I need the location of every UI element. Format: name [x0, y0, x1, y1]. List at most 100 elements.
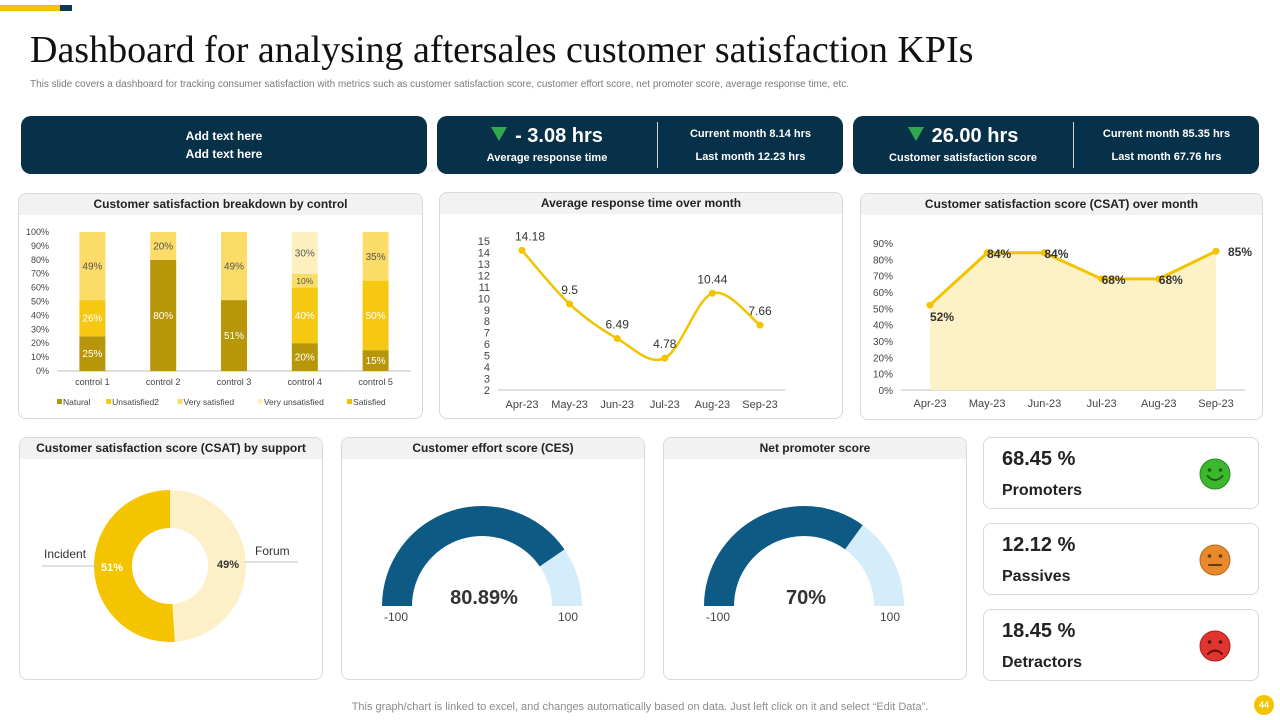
bar-data-label: 20%	[153, 241, 173, 252]
y-tick-label: 3	[484, 374, 490, 386]
bar-segment	[291, 232, 318, 274]
kpi-csat[interactable]: 26.00 hrs Customer satisfaction score Cu…	[853, 116, 1259, 174]
bar-data-label: 80%	[153, 311, 173, 322]
x-tick-label: control 2	[146, 377, 181, 387]
promoters-card[interactable]: 68.45 % Promoters	[983, 437, 1259, 509]
data-label: 6.49	[606, 318, 630, 332]
y-tick-label: 100%	[26, 227, 49, 237]
bar-segment	[79, 300, 106, 337]
page-title: Dashboard for analysing aftersales custo…	[30, 29, 974, 71]
ces-title: Customer effort score (CES)	[342, 438, 644, 459]
gauge-value-label: 70%	[786, 587, 826, 609]
data-label: 68%	[1159, 273, 1183, 287]
x-tick-label: control 1	[75, 377, 110, 387]
y-tick-label: 20%	[31, 338, 49, 348]
data-point	[566, 300, 574, 308]
csat-month-chart-title: Customer satisfaction score (CSAT) over …	[861, 194, 1262, 215]
x-tick-label: Sep-23	[1198, 398, 1233, 410]
accent-bar	[0, 5, 60, 11]
gauge-value-arc	[382, 506, 565, 606]
breakdown-chart-title: Customer satisfaction breakdown by contr…	[19, 194, 422, 215]
x-tick-label: Aug-23	[695, 399, 730, 411]
gauge-min-label: -100	[384, 610, 408, 624]
kpi-csat-current: Current month 85.35 hrs	[1102, 128, 1231, 140]
kpi-response-caption: Average response time	[486, 152, 608, 164]
kpi-csat-last: Last month 67.76 hrs	[1111, 151, 1222, 163]
bar-segment	[221, 232, 247, 301]
nps-gauge[interactable]: 70% -100 100	[664, 438, 967, 680]
bar-data-label: 25%	[82, 349, 102, 360]
bar-segment	[79, 232, 106, 301]
kpi-csat-value: 26.00 hrs	[931, 125, 1019, 147]
footer-note: This graph/chart is linked to excel, and…	[351, 701, 929, 713]
detractors-label: Detractors	[1002, 654, 1083, 671]
y-tick-label: 12	[478, 270, 490, 282]
y-tick-label: 40%	[31, 310, 49, 320]
series-line	[928, 249, 1217, 307]
detractors-card[interactable]: 18.45 % Detractors	[983, 609, 1259, 681]
legend-label: Very satisfied	[184, 397, 235, 407]
bar-segment	[150, 259, 177, 371]
down-arrow-icon	[491, 127, 508, 141]
ces-panel[interactable]: Customer effort score (CES) 80.89% -100 10…	[341, 437, 645, 680]
y-tick-label: 50%	[31, 297, 49, 307]
gauge-max-label: 100	[558, 610, 578, 624]
csat-support-donut[interactable]: 49% 51% Forum Incident	[20, 438, 323, 680]
csat-area-chart[interactable]: 0% 10% 20% 30% 40% 50% 60% 70% 80% 90% 52% Apr-23 84…	[861, 194, 1263, 420]
y-tick-label: 40%	[873, 321, 893, 332]
legend-swatch	[106, 399, 112, 404]
y-tick-label: 15	[478, 236, 490, 248]
csat-month-chart-panel[interactable]: Customer satisfaction score (CSAT) over …	[860, 193, 1263, 420]
y-tick-label: 30%	[873, 337, 893, 348]
nps-title: Net promoter score	[664, 438, 966, 459]
kpi-add-text[interactable]: Add text here Add text here	[21, 116, 427, 174]
bar-segment	[150, 232, 177, 260]
data-point	[983, 249, 991, 257]
slice-data-label: 51%	[101, 562, 123, 574]
ces-gauge[interactable]: 80.89% -100 100	[342, 438, 645, 680]
response-chart-title: Average response time over month	[440, 193, 842, 214]
kpi-response-time[interactable]: - 3.08 hrs Average response time Current…	[437, 116, 843, 174]
legend-swatch	[347, 399, 353, 404]
neutral-face-icon	[1199, 544, 1231, 576]
slice-category-label: Incident	[44, 547, 87, 561]
data-point	[756, 321, 764, 329]
data-point	[518, 246, 526, 254]
gauge-min-label: -100	[706, 610, 730, 624]
slice-category-label: Forum	[255, 544, 290, 558]
data-point	[613, 335, 621, 343]
breakdown-chart-panel[interactable]: Customer satisfaction breakdown by contr…	[18, 193, 423, 419]
data-label: 84%	[1044, 247, 1068, 261]
data-label: 52%	[930, 310, 954, 324]
data-point	[661, 354, 669, 362]
data-label: 85%	[1228, 245, 1252, 259]
y-tick-label: 30%	[31, 324, 49, 334]
y-tick-label: 10	[478, 293, 490, 305]
passives-card[interactable]: 12.12 % Passives	[983, 523, 1259, 595]
bar-data-label: 50%	[366, 311, 386, 322]
y-tick-label: 10%	[31, 352, 49, 362]
passives-value: 12.12 %	[1002, 534, 1076, 556]
kpi-response-value: - 3.08 hrs	[515, 125, 603, 147]
gauge-remaining-arc	[539, 549, 582, 606]
data-label: 84%	[987, 247, 1011, 261]
y-tick-label: 0%	[879, 386, 894, 397]
y-tick-label: 70%	[873, 272, 893, 283]
y-tick-label: 2	[484, 385, 490, 397]
csat-support-panel[interactable]: Customer satisfaction score (CSAT) by su…	[19, 437, 323, 680]
x-tick-label: Apr-23	[913, 398, 946, 410]
legend-label: Satisfied	[353, 397, 386, 407]
x-tick-label: control 4	[288, 377, 323, 387]
bar-segment	[291, 273, 318, 288]
breakdown-chart[interactable]: 0% 10% 20% 30% 40% 50% 60% 70% 80% 90% 100% 25% 26% 4…	[19, 194, 423, 419]
y-tick-label: 20%	[873, 353, 893, 364]
x-tick-label: Apr-23	[505, 399, 538, 411]
nps-panel[interactable]: Net promoter score 70% -100 100	[663, 437, 967, 680]
data-label: 9.5	[561, 283, 578, 297]
gauge-max-label: 100	[880, 610, 900, 624]
bar-segment	[362, 350, 389, 371]
x-tick-label: control 5	[358, 377, 393, 387]
kpi-divider	[1073, 122, 1074, 168]
